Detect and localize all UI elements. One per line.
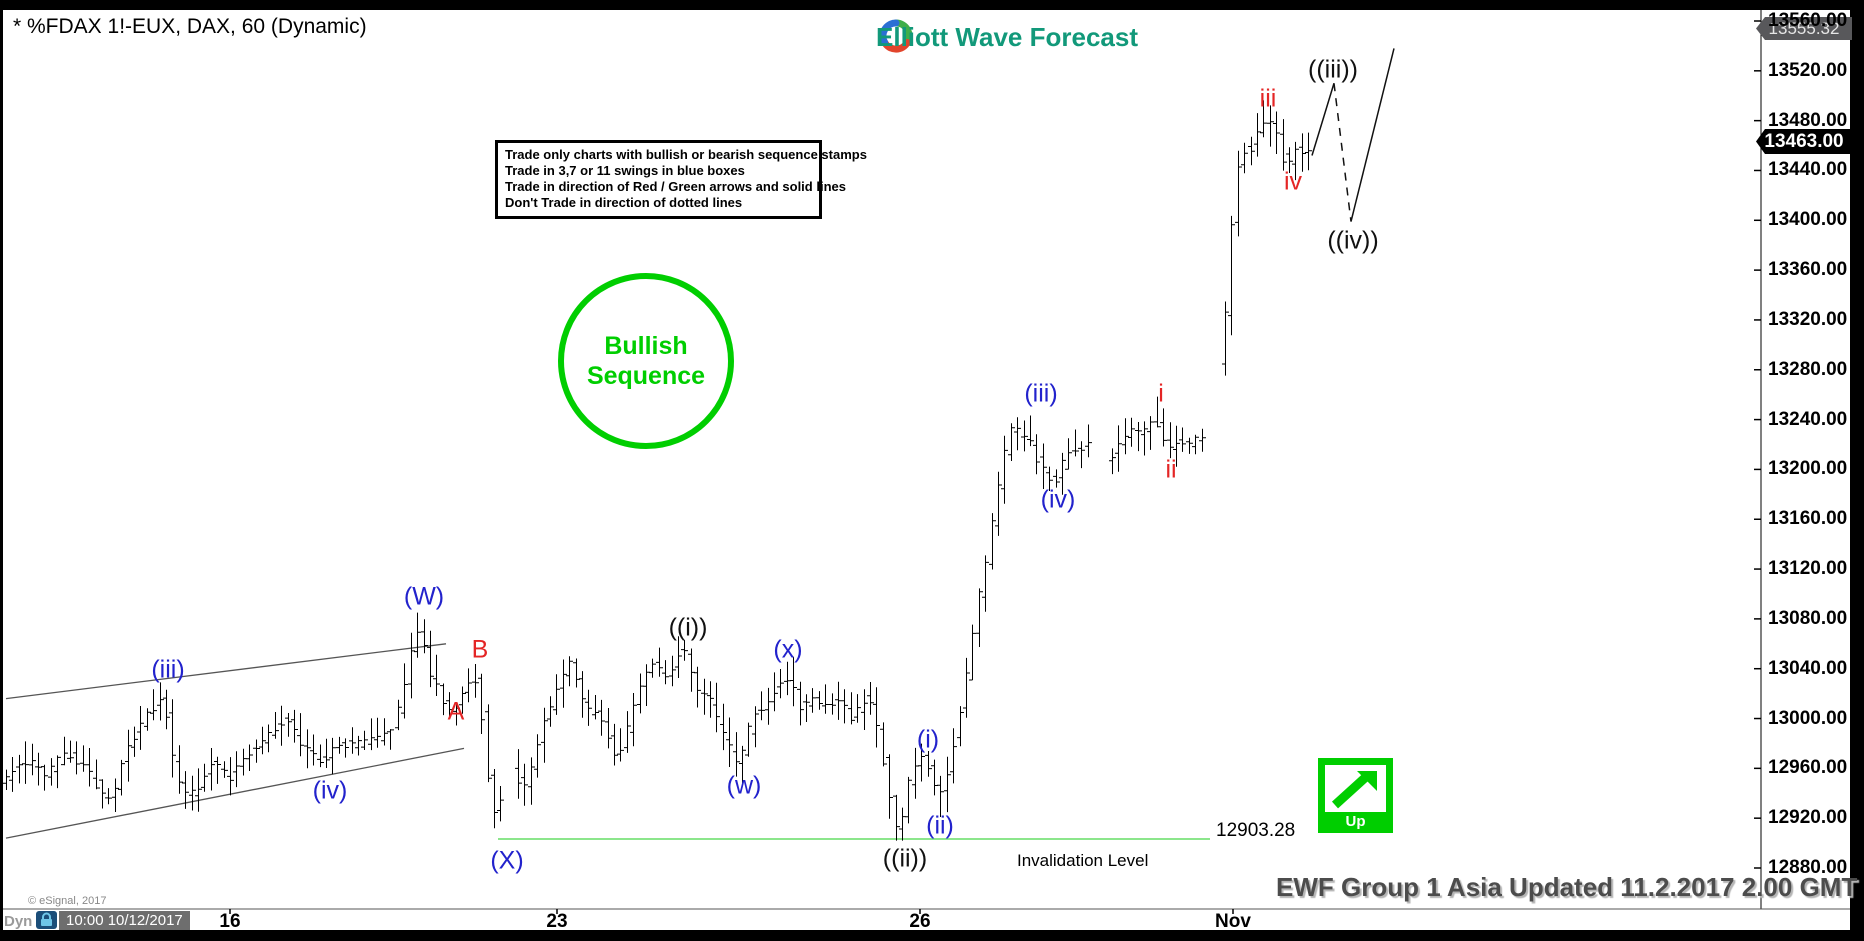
session-high-price-tag: 13555.32 <box>1756 17 1852 40</box>
up-arrow-icon <box>1325 765 1386 812</box>
wave-label: ((i)) <box>668 613 708 642</box>
projection-solid-line <box>1311 83 1335 156</box>
wave-label: A <box>447 697 465 726</box>
wave-label: B <box>471 635 489 664</box>
wave-label: ii <box>1165 455 1177 484</box>
price-axis-tick-label: 13200.00 <box>1768 458 1848 480</box>
wave-label: ((iii)) <box>1308 55 1358 84</box>
projection-dotted-line <box>1333 83 1352 222</box>
invalidation-level-label: Invalidation Level <box>1017 851 1149 870</box>
price-axis-tick-label: 13160.00 <box>1768 508 1848 530</box>
price-axis-tick-label: 13320.00 <box>1768 308 1848 330</box>
esignal-copyright: © eSignal, 2017 <box>28 895 107 907</box>
brand-title: Elliott Wave Forecast <box>876 22 1138 52</box>
channel-trend-line <box>5 643 447 700</box>
last-price-tag: 13463.00 <box>1756 129 1852 154</box>
date-axis-tick-label: 23 <box>546 911 568 932</box>
bullish-sequence-text: Sequence <box>586 362 706 390</box>
wave-label: (x) <box>773 635 803 664</box>
ohlc-bars <box>6 100 1309 841</box>
trading-rules-box: Trade only charts with bullish or bearis… <box>495 140 867 219</box>
bullish-sequence-text: Bullish <box>604 332 688 360</box>
up-stamp-label: Up <box>1345 813 1366 830</box>
wave-label: i <box>1158 379 1164 408</box>
price-axis-tick-label: 13560.00 <box>1768 10 1848 31</box>
wave-label: (X) <box>490 846 524 875</box>
wave-label: (iii) <box>1024 379 1058 408</box>
price-axis-tick-label: 12880.00 <box>1768 857 1848 878</box>
esignal-lock-icon[interactable] <box>36 911 57 929</box>
wave-label: iv <box>1283 167 1303 196</box>
wave-label: ((iv)) <box>1327 226 1379 255</box>
time-template-chip[interactable]: 10:00 10/12/2017 <box>59 911 190 930</box>
rule-line: Trade only charts with bullish or bearis… <box>505 147 867 162</box>
price-axis-tick-label: 13440.00 <box>1768 159 1848 181</box>
wave-label: (iv) <box>312 776 348 805</box>
projection-solid-line <box>1350 48 1395 222</box>
wave-label: (iii) <box>151 655 185 684</box>
wave-label: iii <box>1259 84 1277 113</box>
symbol-title: * %FDAX 1!-EUX, DAX, 60 (Dynamic) <box>13 15 367 38</box>
chart-paper <box>3 10 1850 930</box>
rule-line: Don't Trade in direction of dotted lines <box>505 195 743 210</box>
price-axis-tick-label: 13000.00 <box>1768 707 1848 729</box>
wave-label: (iv) <box>1040 485 1076 514</box>
date-axis-tick-label: 16 <box>219 911 241 932</box>
price-axis-tick-label: 12920.00 <box>1768 807 1848 829</box>
dyn-mode-label: Dyn <box>4 913 33 930</box>
date-axis-tick-label: Nov <box>1215 911 1251 932</box>
price-axis-tick-label: 13480.00 <box>1768 109 1848 131</box>
price-axis-tick-label: 12960.00 <box>1768 757 1848 779</box>
elliott-wave-forecast-logo-icon <box>879 19 913 53</box>
channel-trend-line <box>5 747 465 839</box>
price-axis-tick-label: 13240.00 <box>1768 408 1848 430</box>
invalidation-level-value: 12903.28 <box>1216 820 1296 841</box>
price-axis-tick-label: 13360.00 <box>1768 259 1848 281</box>
price-axis-tick-label: 13280.00 <box>1768 358 1848 380</box>
bullish-sequence-stamp: Bullish Sequence <box>558 273 734 449</box>
wave-label: ((ii)) <box>882 844 928 873</box>
up-direction-stamp: Up <box>1318 758 1393 833</box>
price-axis-tick-label: 13400.00 <box>1768 209 1848 231</box>
price-axis-tick-label: 13120.00 <box>1768 558 1848 580</box>
rule-line: Trade in direction of Red / Green arrows… <box>505 179 846 194</box>
wave-label: (i) <box>916 725 940 754</box>
date-axis-tick-label: 26 <box>909 911 931 932</box>
price-axis-tick-label: 13080.00 <box>1768 607 1848 629</box>
wave-label: (W) <box>403 582 445 611</box>
ohlc-open-close-ticks <box>3 121 1312 830</box>
ewf-update-note: EWF Group 1 Asia Updated 11.2.2017 2.00 … <box>1276 872 1858 902</box>
wave-label: (ii) <box>926 811 954 840</box>
price-axis-tick-label: 13040.00 <box>1768 657 1848 679</box>
price-axis-tick-label: 13520.00 <box>1768 59 1848 81</box>
rule-line: Trade in 3,7 or 11 swings in blue boxes <box>505 163 745 178</box>
wave-label: (w) <box>726 771 762 800</box>
